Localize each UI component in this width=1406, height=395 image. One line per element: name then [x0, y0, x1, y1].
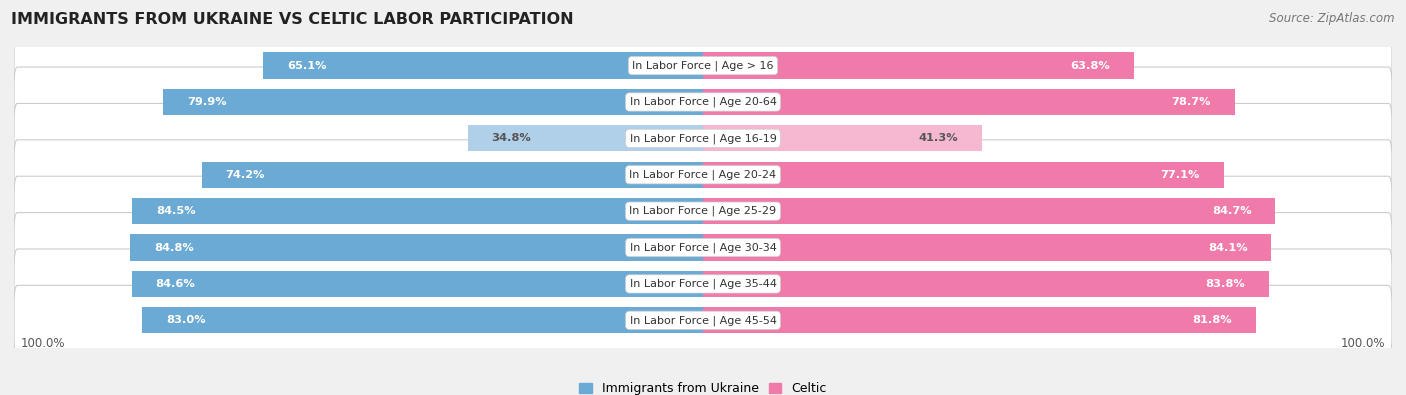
Text: 81.8%: 81.8%: [1192, 315, 1232, 325]
Text: IMMIGRANTS FROM UKRAINE VS CELTIC LABOR PARTICIPATION: IMMIGRANTS FROM UKRAINE VS CELTIC LABOR …: [11, 12, 574, 27]
Text: 84.6%: 84.6%: [155, 279, 195, 289]
Text: In Labor Force | Age 30-34: In Labor Force | Age 30-34: [630, 242, 776, 253]
Text: 100.0%: 100.0%: [1341, 337, 1385, 350]
FancyBboxPatch shape: [14, 140, 1392, 210]
Bar: [132, 198, 703, 224]
Bar: [131, 235, 703, 261]
Text: In Labor Force | Age 16-19: In Labor Force | Age 16-19: [630, 133, 776, 144]
FancyBboxPatch shape: [14, 249, 1392, 319]
Text: 100.0%: 100.0%: [21, 337, 65, 350]
Text: In Labor Force | Age 35-44: In Labor Force | Age 35-44: [630, 278, 776, 289]
FancyBboxPatch shape: [14, 31, 1392, 100]
FancyBboxPatch shape: [14, 213, 1392, 282]
Bar: [132, 271, 703, 297]
Text: 77.1%: 77.1%: [1161, 170, 1201, 180]
Text: 84.5%: 84.5%: [156, 206, 195, 216]
Bar: [703, 198, 1275, 224]
Text: Source: ZipAtlas.com: Source: ZipAtlas.com: [1270, 12, 1395, 25]
Text: In Labor Force | Age > 16: In Labor Force | Age > 16: [633, 60, 773, 71]
Text: 79.9%: 79.9%: [187, 97, 226, 107]
Text: 74.2%: 74.2%: [225, 170, 264, 180]
Text: 83.8%: 83.8%: [1205, 279, 1246, 289]
Bar: [263, 53, 703, 79]
Bar: [703, 162, 1223, 188]
Text: 84.8%: 84.8%: [153, 243, 194, 252]
Text: 34.8%: 34.8%: [492, 134, 531, 143]
Bar: [703, 53, 1133, 79]
Bar: [468, 125, 703, 151]
Bar: [703, 271, 1270, 297]
Text: 65.1%: 65.1%: [287, 60, 326, 71]
Text: 41.3%: 41.3%: [918, 134, 959, 143]
FancyBboxPatch shape: [14, 103, 1392, 173]
Text: 63.8%: 63.8%: [1070, 60, 1111, 71]
Text: 83.0%: 83.0%: [166, 315, 205, 325]
Bar: [703, 307, 1256, 333]
Legend: Immigrants from Ukraine, Celtic: Immigrants from Ukraine, Celtic: [579, 382, 827, 395]
Text: In Labor Force | Age 20-64: In Labor Force | Age 20-64: [630, 97, 776, 107]
Bar: [703, 235, 1271, 261]
Bar: [163, 89, 703, 115]
FancyBboxPatch shape: [14, 176, 1392, 246]
Bar: [703, 125, 981, 151]
Text: 78.7%: 78.7%: [1171, 97, 1211, 107]
Text: In Labor Force | Age 45-54: In Labor Force | Age 45-54: [630, 315, 776, 325]
Text: 84.1%: 84.1%: [1208, 243, 1247, 252]
Text: In Labor Force | Age 20-24: In Labor Force | Age 20-24: [630, 169, 776, 180]
Text: In Labor Force | Age 25-29: In Labor Force | Age 25-29: [630, 206, 776, 216]
Text: 84.7%: 84.7%: [1212, 206, 1251, 216]
Bar: [703, 89, 1234, 115]
Bar: [202, 162, 703, 188]
FancyBboxPatch shape: [14, 67, 1392, 137]
Bar: [142, 307, 703, 333]
FancyBboxPatch shape: [14, 285, 1392, 355]
